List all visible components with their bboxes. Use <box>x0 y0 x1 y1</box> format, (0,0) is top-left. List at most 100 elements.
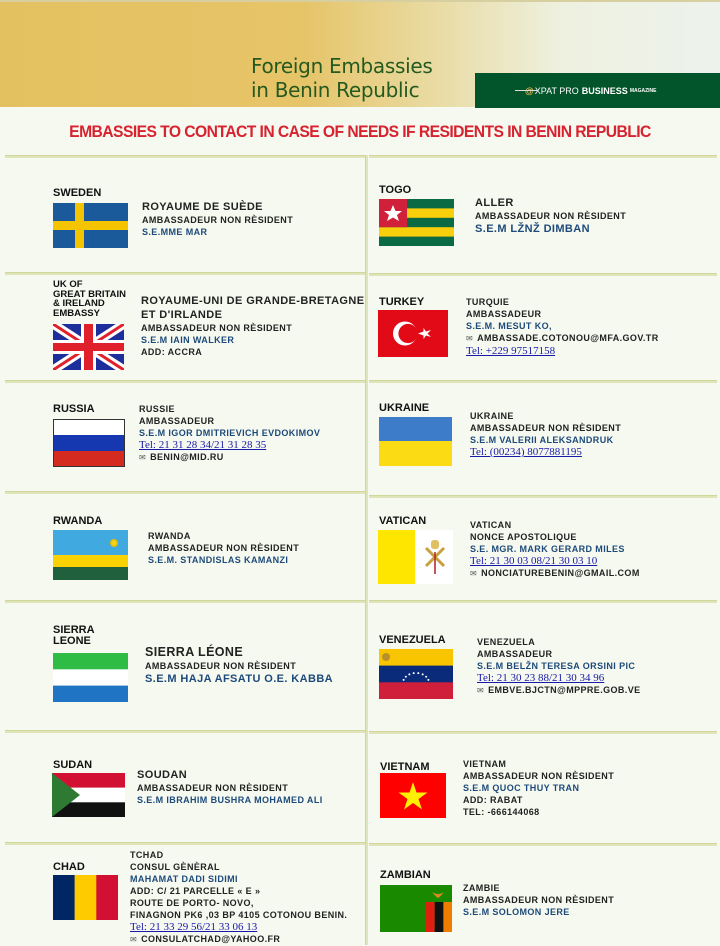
detail-line: AMBASSADEUR NON RÈSIDENT <box>141 323 293 333</box>
phone-link[interactable]: Tel: (00234) 8077881195 <box>470 446 582 458</box>
ambassador-name: S.E. MGR. MARK GERARD MILES <box>470 544 625 554</box>
detail-line: TURQUIE <box>466 297 510 307</box>
embassy-details: UKRAINE AMBASSADEUR NON RÈSIDENT S.E.M VAL… <box>470 410 621 458</box>
uk-flag-icon <box>53 324 124 370</box>
vietnam-flag-icon <box>380 773 446 818</box>
venezuela-flag-icon <box>379 649 453 699</box>
country-label: VENEZUELA <box>379 634 446 646</box>
phone-link[interactable]: Tel: 21 30 03 08/21 30 03 10 <box>470 555 598 567</box>
detail-line: AMBASSADEUR NON RÈSIDENT <box>142 215 294 225</box>
ambassador-name: S.E.M. MESUT KO, <box>466 321 552 331</box>
embassy-details: ALLER AMBASSADEUR NON RÈSIDENT S.E.M LŽNŽ … <box>475 196 626 236</box>
country-label: SUDAN <box>53 759 93 771</box>
detail-line: AMBASSADEUR <box>139 416 215 426</box>
phone-link[interactable]: Tel: 21 31 28 34/21 31 28 35 <box>139 439 267 451</box>
divider <box>5 842 367 845</box>
embassy-details: RUSSIE AMBASSADEUR S.E.M IGOR DMITRIEVICH … <box>139 403 320 464</box>
ambassador-name: S.E.M VALERII ALEKSANDRUK <box>470 435 614 445</box>
divider <box>5 730 367 733</box>
divider <box>369 155 717 158</box>
detail-line: ROYAUME-UNI DE GRANDE-BRETAGNE <box>141 295 365 307</box>
divider <box>369 600 717 603</box>
ambassador-name: S.E.M HAJA AFSATU O.E. KABBA <box>145 673 334 685</box>
country-label: RWANDA <box>53 515 103 527</box>
country-label: VATICAN <box>379 515 427 527</box>
ambassador-name: S.E.M QUOC THUY TRAN <box>463 783 580 793</box>
turkey-flag-icon <box>378 310 448 357</box>
embassy-details: VENEZUELA AMBASSADEUR S.E.M BELŽN TERESA O… <box>477 636 641 697</box>
detail-line: AMBASSADEUR NON RÈSIDENT <box>148 543 300 553</box>
country-label: ZAMBIAN <box>380 869 431 881</box>
envelope-icon: ✉ <box>470 569 478 578</box>
country-label: RUSSIA <box>53 403 95 415</box>
zambia-flag-icon <box>380 885 452 932</box>
ambassador-name: S.E.M BELŽN TERESA ORSINI PIC <box>477 661 636 671</box>
divider <box>369 495 717 498</box>
email: ✉ AMBASSADE.COTONOU@MFA.GOV.TR <box>466 332 659 345</box>
ambassador-name: S.E.M IBRAHIM BUSHRA MOHAMED ALI <box>137 795 323 805</box>
detail-line: AMBASSADEUR NON RÈSIDENT <box>470 423 622 433</box>
section-heading: EMBASSIES TO CONTACT IN CASE OF NEEDS IF… <box>69 123 651 141</box>
detail-line: SOUDAN <box>137 769 188 781</box>
divider <box>5 155 367 158</box>
detail-line: ADD: RABAT <box>463 795 523 805</box>
email: ✉ EMBVE.BJCTN@MPPRE.GOB.VE <box>477 684 641 697</box>
phone-link[interactable]: Tel: 21 30 23 88/21 30 34 96 <box>477 672 605 684</box>
detail-line: NONCE APOSTOLIQUE <box>470 532 577 542</box>
sweden-flag-icon <box>53 203 128 248</box>
ambassador-name: S.E.M IAIN WALKER <box>141 335 235 345</box>
embassy-details: TURQUIE AMBASSADEUR S.E.M. MESUT KO, ✉ AMBAS… <box>466 296 659 357</box>
embassy-details: ROYAUME DE SUÈDE AMBASSADEUR NON RÈSIDENT… <box>142 200 293 238</box>
detail-line: VENEZUELA <box>477 637 536 647</box>
detail-line: ROYAUME DE SUÈDE <box>142 201 263 213</box>
embassy-details: ZAMBIE AMBASSADEUR NON RÈSIDENT S.E.M SOLO… <box>463 882 614 918</box>
phone-link[interactable]: Tel: +229 97517158 <box>466 345 556 357</box>
page-title: Foreign Embassies in Benin Republic <box>251 54 433 102</box>
divider <box>369 731 717 734</box>
detail-line: ADD: ACCRA <box>141 347 203 357</box>
divider <box>369 843 717 846</box>
divider <box>5 491 367 494</box>
embassy-details: VATICAN NONCE APOSTOLIQUE S.E. MGR. MARK G… <box>470 519 640 580</box>
country-label: SWEDEN <box>53 187 102 199</box>
divider <box>5 272 367 275</box>
phone-link[interactable]: Tel: 21 33 29 56/21 33 06 13 <box>130 921 258 933</box>
ambassador-name: S.E.MME MAR <box>142 227 208 237</box>
detail-line: ADD: C/ 21 PARCELLE « E » <box>130 886 261 896</box>
vatican-flag-icon <box>378 530 453 584</box>
detail-line: RUSSIE <box>139 404 175 414</box>
envelope-icon: ✉ <box>130 935 138 944</box>
envelope-icon: ✉ <box>466 334 474 343</box>
ambassador-name: S.E.M LŽNŽ DIMBAN <box>475 223 590 235</box>
embassy-details: ROYAUME-UNI DE GRANDE-BRETAGNE ET D'IRLAN… <box>141 294 364 358</box>
detail-line: AMBASSADEUR NON RÈSIDENT <box>475 211 627 221</box>
detail-line: ZAMBIE <box>463 883 500 893</box>
email-text: NONCIATUREBENIN@GMAIL.COM <box>481 568 640 578</box>
divider <box>365 155 368 945</box>
embassy-details: TCHAD CONSUL GÈNÈRAL MAHAMAT DADI SIDIMI AD… <box>130 849 347 946</box>
detail-line: VIETNAM <box>463 759 507 769</box>
detail-line: ALLER <box>475 197 514 209</box>
detail-line: FINAGNON PK6 ,03 BP 4105 COTONOU BENIN. <box>130 910 348 920</box>
detail-line: ROUTE DE PORTO- NOVO, <box>130 898 254 908</box>
envelope-icon: ✉ <box>139 453 147 462</box>
detail-line: RWANDA <box>148 531 191 541</box>
divider <box>369 273 717 276</box>
email-text: EMBVE.BJCTN@MPPRE.GOB.VE <box>488 685 641 695</box>
detail-line: CONSUL GÈNÈRAL <box>130 862 220 872</box>
ambassador-name: S.E.M. STANDISLAS KAMANZI <box>148 555 289 565</box>
ambassador-name: S.E.M IGOR DMITRIEVICH EVDOKIMOV <box>139 428 321 438</box>
detail-line: UKRAINE <box>470 411 514 421</box>
detail-line: AMBASSADEUR NON RÈSIDENT <box>145 661 297 671</box>
sudan-flag-icon <box>52 773 125 817</box>
ambassador-name: S.E.M SOLOMON JERE <box>463 907 570 917</box>
embassy-details: RWANDA AMBASSADEUR NON RÈSIDENT S.E.M. STA… <box>148 530 299 566</box>
sierra-flag-icon <box>53 653 128 702</box>
envelope-icon: ✉ <box>477 686 485 695</box>
email: ✉ NONCIATUREBENIN@GMAIL.COM <box>470 567 640 580</box>
country-label: SIERRA LEONE <box>53 624 95 647</box>
divider <box>369 380 717 383</box>
ambassador-name: MAHAMAT DADI SIDIMI <box>130 874 238 884</box>
chad-flag-icon <box>53 875 118 920</box>
embassy-details: VIETNAM AMBASSADEUR NON RÈSIDENT S.E.M QUO… <box>463 758 614 818</box>
